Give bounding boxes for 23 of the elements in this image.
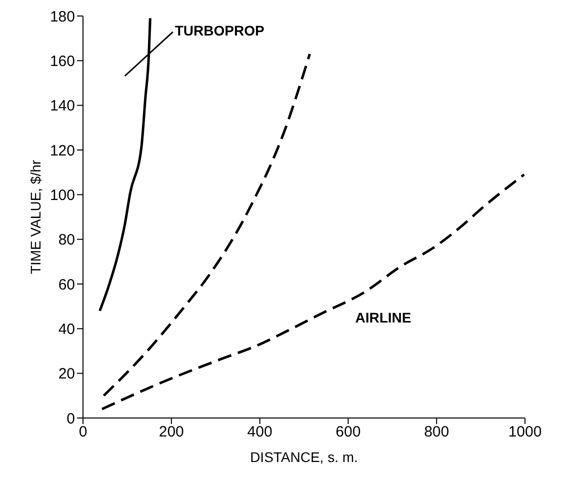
x-tick-label: 200: [158, 424, 184, 441]
line-series: [98, 16, 152, 312]
series-label: AIRLINE: [355, 310, 412, 326]
x-tick-label: 600: [336, 424, 361, 441]
y-tick-label: 60: [58, 276, 75, 294]
y-tick-label: 100: [50, 186, 75, 204]
y-axis-title: TIME VALUE, $/hr: [27, 160, 44, 274]
x-tick-label: 1000: [508, 424, 542, 441]
y-tick-label: 20: [58, 366, 75, 383]
y-tick-label: 0: [66, 410, 75, 428]
y-tick-label: 120: [50, 142, 75, 160]
y-tick-label: 40: [58, 320, 75, 338]
series-label: TURBOPROP: [174, 22, 264, 39]
line-series: [100, 173, 525, 410]
line-series: [102, 52, 311, 397]
y-tick-label: 80: [58, 232, 75, 249]
y-tick-label: 160: [50, 52, 75, 70]
x-axis-title: DISTANCE, s. m.: [250, 449, 358, 465]
x-tick-label: 400: [247, 424, 272, 441]
x-tick-label: 0: [78, 424, 88, 441]
y-tick-label: 140: [50, 98, 75, 115]
y-tick-label: 180: [50, 8, 75, 26]
x-tick-label: 800: [424, 424, 450, 441]
